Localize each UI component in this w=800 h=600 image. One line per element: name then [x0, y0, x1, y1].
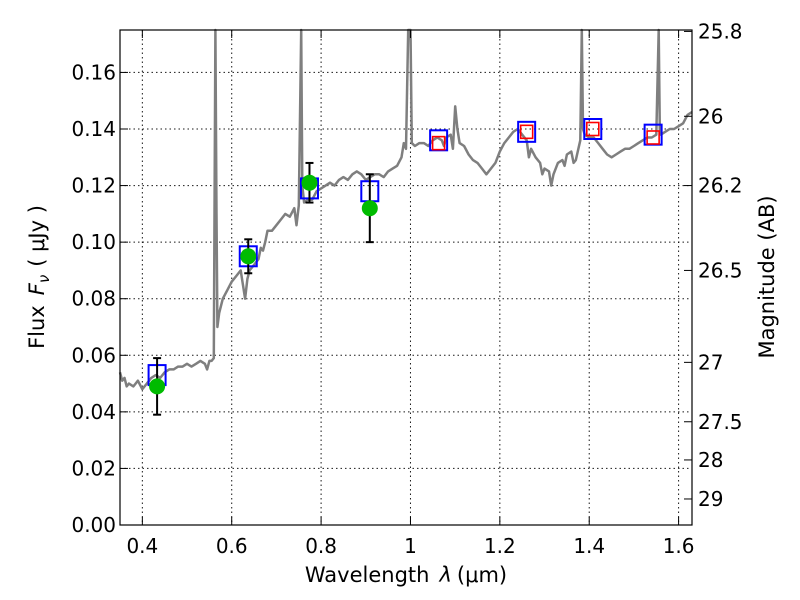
y2-tick-label: 29 [698, 487, 723, 511]
x-tick-label: 0.6 [216, 534, 248, 558]
x-axis-label-unit: (μm) [457, 563, 507, 587]
y-axis-label-unit: ( μJy ) [25, 205, 49, 267]
y-tick-label: 0.08 [71, 287, 116, 311]
model-nir-square-marker [585, 121, 600, 137]
y2-tick-label: 25.8 [698, 19, 743, 43]
observed-points-layer [149, 161, 378, 416]
y-axis-label-subscript: ν [35, 275, 53, 283]
observed-point [240, 248, 257, 265]
y2-tick-label: 28 [698, 448, 723, 472]
observed-point [361, 200, 378, 217]
x-axis-label-word: Wavelength [305, 563, 430, 587]
x-tick-label: 1 [404, 534, 417, 558]
y-tick-label: 0.00 [71, 513, 116, 537]
y-tick-label: 0.16 [71, 60, 116, 84]
y-tick-label: 0.04 [71, 400, 116, 424]
y2-tick-label: 26.5 [698, 258, 743, 282]
plot-frame [119, 29, 693, 526]
x-tick-label: 0.8 [305, 534, 337, 558]
ticks-layer: 0.4 0.6 0.8 1 1.2 1.4 1.6 0.00 0.02 0.04 0.06 0.08 0… [71, 19, 742, 558]
y-axis-label: Flux Fν ( μJy ) [25, 205, 53, 349]
model-nir-square-marker [646, 130, 660, 145]
model-nir-square-marker [519, 124, 534, 140]
y2-axis-label: Magnitude (AB) [755, 195, 779, 358]
y2-tick-label: 26.2 [698, 174, 743, 198]
y-tick-label: 0.14 [71, 117, 116, 141]
y-tick-label: 0.12 [71, 174, 116, 198]
model-squares-layer [147, 118, 663, 387]
y2-tick-label: 26 [698, 104, 723, 128]
spectrum-layer [118, 28, 693, 391]
y-tick-label: 0.06 [71, 343, 116, 367]
x-axis-label: Wavelength λ (μm) [305, 563, 507, 587]
spectrum-line [118, 28, 693, 391]
model-square-marker [583, 118, 603, 140]
observed-point [149, 378, 166, 395]
x-tick-label: 1.4 [573, 534, 605, 558]
model-square-marker [517, 120, 537, 143]
y-tick-label: 0.10 [71, 230, 116, 254]
model-nir-square-marker [431, 135, 446, 151]
observed-point [301, 174, 318, 191]
x-axis-label-symbol: λ [438, 563, 451, 587]
y-tick-label: 0.02 [71, 456, 116, 480]
y2-tick-label: 27 [698, 350, 723, 374]
y2-tick-label: 27.5 [698, 410, 743, 434]
x-tick-label: 0.4 [126, 534, 158, 558]
y-axis-label-word: Flux [25, 305, 49, 349]
x-tick-label: 1.6 [663, 534, 695, 558]
y-axis-label-symbol: F [25, 282, 49, 295]
x-tick-label: 1.2 [484, 534, 516, 558]
